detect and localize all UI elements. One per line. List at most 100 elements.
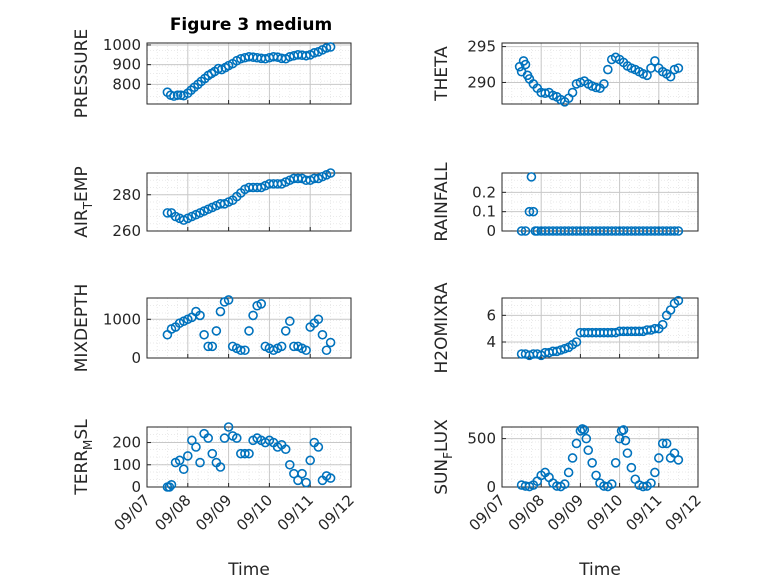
y-axis-label: H2OMIXRA: [432, 282, 452, 373]
data-point: [526, 172, 537, 182]
data-point: [240, 345, 250, 356]
y-tick-label: 290: [467, 73, 496, 91]
axes-box: [146, 42, 352, 105]
data-point: [223, 422, 234, 432]
data-point: [231, 433, 242, 443]
data-point: [599, 79, 609, 89]
x-tick-label: 09/11: [274, 491, 317, 534]
data-point: [195, 457, 205, 468]
y-axis-label: TERRMSL: [72, 419, 95, 496]
subplot-left-3: 0 100 200 TERRMSL 09/0709/0809/0909/1009/110…: [72, 419, 358, 580]
data-point: [313, 314, 324, 325]
y-tick-label: 295: [467, 38, 496, 56]
series-markers: [162, 168, 336, 225]
data-point: [520, 59, 531, 70]
data-point: [280, 444, 291, 455]
subplot-right-3: 0 500 SUNFLUX 09/0709/0809/0909/1009/1109/1…: [432, 419, 705, 580]
y-tick-label: 900: [112, 56, 141, 74]
y-axis-label: THETA: [432, 46, 452, 102]
data-point: [669, 226, 680, 236]
data-point: [571, 438, 582, 449]
series-markers: [516, 424, 684, 492]
x-tick-label: 09/09: [192, 491, 235, 534]
figure-title: Figure 3 medium: [170, 15, 332, 35]
data-point: [603, 64, 613, 75]
x-tick-label: 09/12: [662, 491, 705, 534]
series-markers: [514, 52, 684, 107]
data-point: [650, 56, 660, 66]
data-point: [520, 226, 531, 236]
data-point: [642, 70, 652, 81]
data-point: [256, 299, 267, 309]
data-point: [248, 310, 258, 321]
data-point: [638, 481, 648, 492]
y-tick-label: 800: [112, 75, 141, 93]
series-markers: [162, 422, 336, 492]
x-tick-label: 09/08: [505, 491, 548, 534]
data-point: [657, 438, 668, 449]
data-point: [183, 451, 193, 461]
data-point: [215, 306, 226, 317]
data-point: [321, 43, 332, 53]
axes-background: [502, 173, 698, 231]
data-point: [203, 341, 213, 352]
data-point: [575, 426, 586, 436]
data-point: [215, 462, 226, 472]
series-markers: [162, 295, 336, 356]
y-tick-label: 4: [486, 333, 496, 351]
data-point: [618, 425, 629, 435]
data-point: [223, 295, 234, 305]
x-axis-label: Time: [227, 560, 270, 580]
y-axis-label-rest: EMP: [72, 166, 92, 202]
data-point: [587, 458, 597, 468]
axes-box: [501, 42, 699, 105]
x-tick-label: 09/10: [583, 491, 626, 534]
data-point: [606, 479, 617, 489]
data-point: [207, 448, 218, 459]
subplot-right-0: 290 295 THETA: [432, 38, 699, 107]
data-point: [622, 448, 633, 458]
series-markers: [516, 172, 684, 236]
data-point: [276, 341, 287, 352]
x-tick-label: 09/11: [622, 491, 665, 534]
data-point: [305, 455, 316, 466]
data-point: [653, 453, 664, 463]
data-point: [172, 90, 183, 100]
data-point: [657, 319, 668, 330]
y-axis-label: PRESSURE: [72, 29, 92, 118]
data-point: [309, 48, 320, 58]
data-point: [650, 323, 660, 334]
data-point: [673, 226, 684, 236]
subplot-left-1: 260 280 AIRTEMP: [72, 166, 352, 240]
x-tick-label: 09/10: [233, 491, 276, 534]
data-point: [567, 453, 578, 463]
data-point: [325, 473, 336, 483]
x-tick-label: 09/07: [111, 491, 154, 534]
data-point: [211, 326, 222, 336]
data-point: [207, 341, 218, 352]
data-point: [321, 345, 332, 356]
data-point: [317, 329, 328, 340]
subplot-right-2: 4 6 H2OMIXRA: [432, 282, 699, 374]
y-axis-label-main: SUN: [432, 459, 452, 495]
y-tick-label: 260: [112, 222, 141, 240]
data-point: [646, 478, 656, 488]
data-point: [673, 295, 684, 306]
data-point: [669, 448, 680, 458]
data-point: [571, 337, 582, 347]
subplot-right-1: 00.1 0.2 RAINFALL: [432, 162, 699, 242]
data-point: [187, 435, 197, 446]
y-tick-label: 200: [112, 434, 141, 452]
y-axis-label-main: MIXDEPTH: [72, 284, 92, 373]
y-tick-label: 500: [467, 430, 496, 448]
y-axis-label: SUNFLUX: [432, 419, 455, 495]
y-tick-label: 6: [486, 306, 496, 324]
data-point: [563, 467, 574, 478]
data-point: [174, 455, 185, 466]
data-point: [325, 337, 336, 348]
data-point: [673, 455, 684, 465]
data-point: [280, 326, 291, 336]
x-tick-label: 09/07: [466, 491, 509, 534]
